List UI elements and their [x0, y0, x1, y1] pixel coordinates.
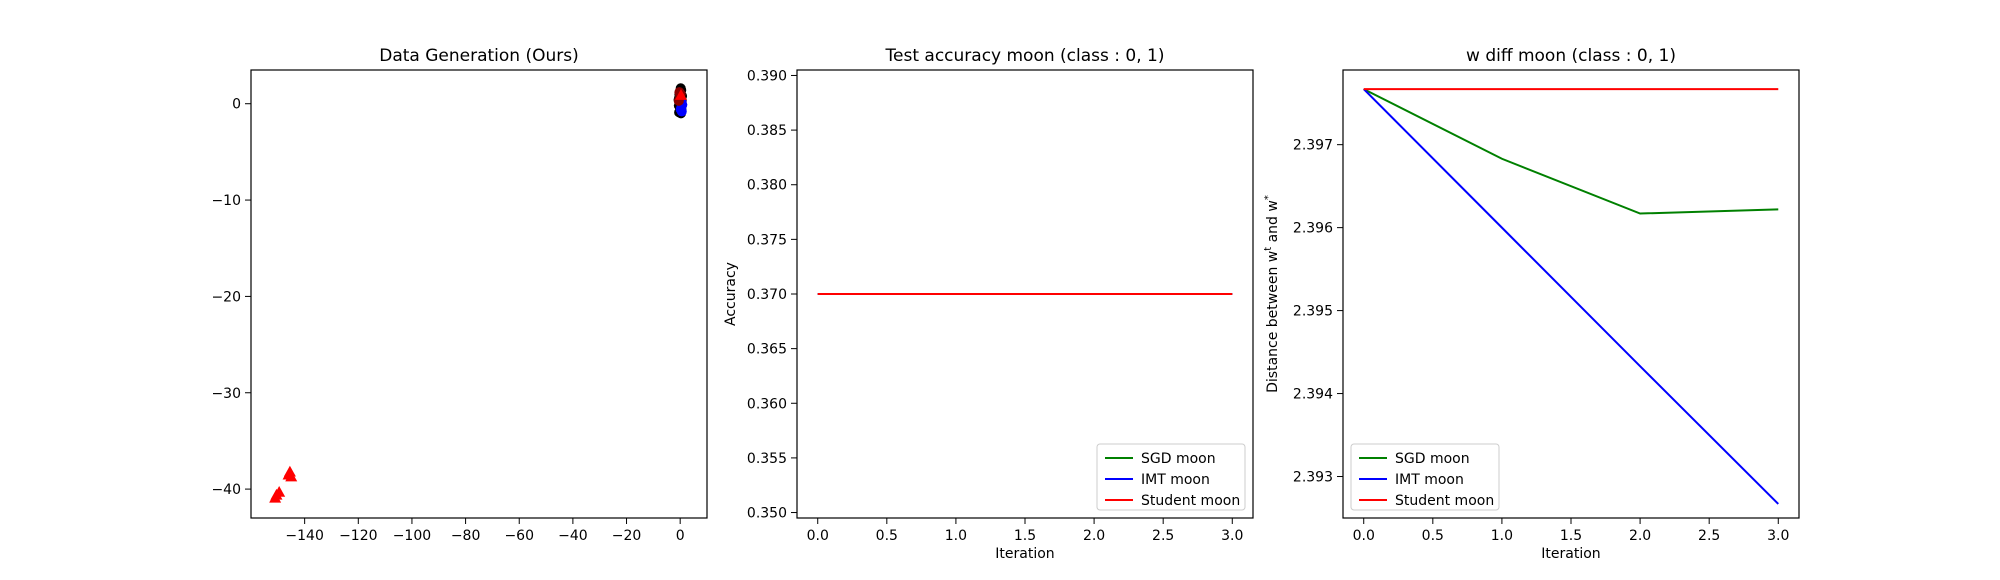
legend-label: IMT moon: [1395, 472, 1464, 488]
y-tick-label: 0.360: [747, 396, 787, 412]
y-tick-label: 0.355: [747, 451, 787, 467]
x-tick-label: 3.0: [1221, 528, 1243, 544]
y-tick-label: −40: [211, 482, 241, 498]
y-tick-label: 2.393: [1293, 470, 1333, 486]
x-tick-label: −40: [558, 528, 588, 544]
y-tick-label: 0: [232, 97, 241, 113]
x-tick-label: 2.5: [1152, 528, 1174, 544]
x-tick-label: 0.5: [876, 528, 898, 544]
y-tick-label: 0.365: [747, 342, 787, 358]
chart-panel-1: −140 −120 −100 −80 −60 −40 −20 0 0 −10 −20 −30 −40 Da…: [211, 46, 708, 544]
chart-title: Data Generation (Ours): [379, 46, 579, 66]
x-tick-label: 1.0: [1491, 528, 1513, 544]
x-tick-label: −80: [451, 528, 481, 544]
x-tick-label: −60: [504, 528, 534, 544]
x-axis-label: Iteration: [1541, 546, 1600, 562]
y-tick-label: 0.350: [747, 506, 787, 522]
y-axis-label: Accuracy: [723, 262, 739, 326]
y-tick-label: −10: [211, 193, 241, 209]
series-line-1: [1363, 88, 1779, 215]
scatter-point-triangle: [269, 491, 282, 503]
chart-title: w diff moon (class : 0, 1): [1466, 46, 1676, 66]
x-tick-label: −120: [339, 528, 377, 544]
x-tick-label: 3.0: [1767, 528, 1789, 544]
plot-area: [269, 83, 688, 503]
legend-box: [1096, 443, 1246, 511]
y-tick-label: 2.397: [1293, 138, 1333, 154]
y-tick-label: −20: [211, 289, 241, 305]
x-tick-label: 0.0: [807, 528, 829, 544]
legend: SGD moon IMT moon Student moon: [1350, 443, 1500, 511]
y-tick-label: 0.370: [747, 287, 787, 303]
x-tick-label: 1.5: [1014, 528, 1036, 544]
y-axis-label-sup: *: [1263, 195, 1274, 200]
y-tick-label: 2.396: [1293, 221, 1333, 237]
legend-label: SGD moon: [1141, 451, 1216, 467]
y-axis-label: Distance between wt and w*: [1263, 195, 1281, 393]
x-axis-label: Iteration: [995, 546, 1054, 562]
x-tick-label: −100: [393, 528, 431, 544]
x-tick-label: 1.5: [1560, 528, 1582, 544]
y-tick-label: 0.385: [747, 123, 787, 139]
y-axis-label-part: Distance between w: [1265, 251, 1281, 393]
axes-frame: [250, 69, 708, 519]
y-tick-label: 0.380: [747, 178, 787, 194]
y-axis-label-part: and w: [1265, 200, 1281, 247]
x-tick-label: 1.0: [945, 528, 967, 544]
legend-label: Student moon: [1141, 493, 1240, 509]
y-axis-label-sup: t: [1263, 247, 1274, 251]
y-tick-label: 2.394: [1293, 387, 1333, 403]
x-tick-label: 2.0: [1083, 528, 1105, 544]
x-tick-label: 2.5: [1698, 528, 1720, 544]
y-tick-label: 0.390: [747, 68, 787, 84]
chart-panel-3: 0.0 0.5 1.0 1.5 2.0 2.5 3.0 2.393 2.394 2.395 2.39…: [1263, 46, 1800, 562]
y-tick-label: −30: [211, 386, 241, 402]
legend-label: Student moon: [1395, 493, 1494, 509]
y-tick-label: 2.395: [1293, 304, 1333, 320]
y-tick-label: 0.375: [747, 232, 787, 248]
legend: SGD moon IMT moon Student moon: [1096, 443, 1246, 511]
plot-area: [1363, 88, 1779, 505]
x-tick-label: 0: [676, 528, 685, 544]
x-tick-label: −140: [285, 528, 323, 544]
chart-title: Test accuracy moon (class : 0, 1): [885, 46, 1165, 66]
legend-box: [1350, 443, 1500, 511]
scatter-point-triangle: [282, 468, 295, 480]
x-tick-label: −20: [612, 528, 642, 544]
legend-label: SGD moon: [1395, 451, 1470, 467]
x-tick-label: 0.0: [1353, 528, 1375, 544]
scatter-point-triangle: [674, 89, 687, 100]
chart-panel-2: 0.0 0.5 1.0 1.5 2.0 2.5 3.0 0.350 0.355 0.360 0.36…: [723, 46, 1254, 562]
y-axis-label-part: Accuracy: [723, 262, 739, 326]
x-tick-label: 0.5: [1422, 528, 1444, 544]
x-tick-label: 2.0: [1629, 528, 1651, 544]
series-line-2: [1363, 88, 1779, 505]
legend-label: IMT moon: [1141, 472, 1210, 488]
